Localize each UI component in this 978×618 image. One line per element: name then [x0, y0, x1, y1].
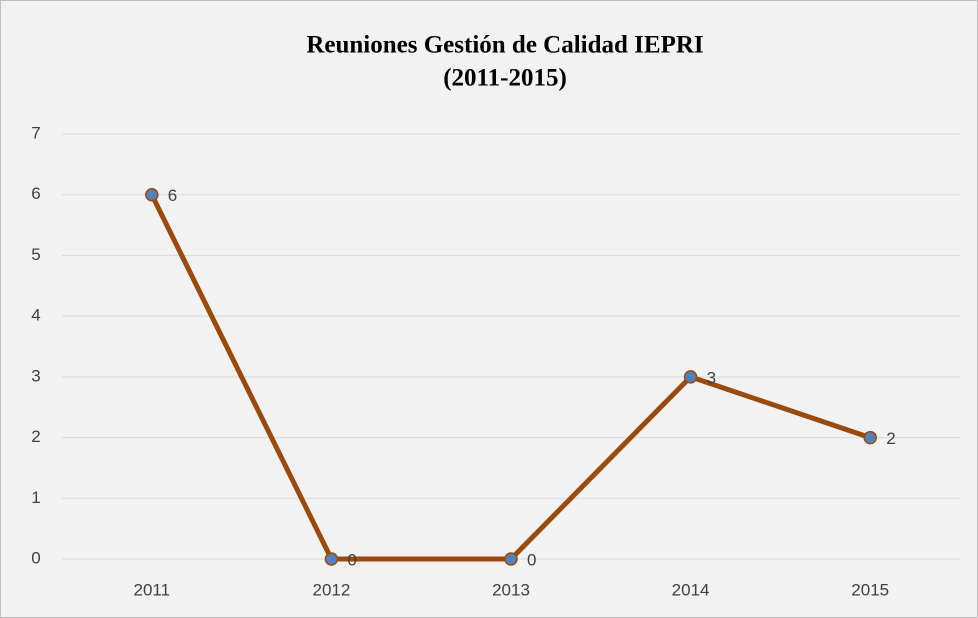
marker	[863, 430, 877, 445]
data-label: 6	[168, 186, 177, 205]
y-tick-label: 3	[31, 366, 40, 385]
x-tick-label: 2013	[492, 580, 530, 599]
y-tick-label: 4	[31, 306, 40, 325]
chart-title: (2011-2015)	[443, 65, 567, 92]
data-label: 0	[347, 550, 356, 569]
x-tick-label: 2012	[312, 580, 350, 599]
data-label: 0	[527, 550, 536, 569]
marker	[145, 187, 159, 202]
y-tick-label: 2	[31, 427, 40, 446]
x-tick-label: 2011	[134, 580, 171, 599]
y-tick-label: 6	[31, 184, 40, 203]
data-label: 3	[707, 368, 716, 387]
y-tick-label: 7	[31, 123, 40, 142]
marker	[324, 552, 339, 566]
x-tick-label: 2014	[672, 580, 710, 599]
y-tick-label: 1	[31, 488, 40, 507]
marker	[504, 552, 518, 566]
chart-title: Reuniones Gestión de Calidad IEPRI	[306, 32, 703, 59]
y-tick-label: 0	[31, 548, 40, 567]
x-tick-label: 2015	[851, 580, 889, 599]
marker	[683, 370, 698, 384]
y-tick-label: 5	[31, 245, 40, 264]
data-label: 2	[886, 429, 895, 448]
